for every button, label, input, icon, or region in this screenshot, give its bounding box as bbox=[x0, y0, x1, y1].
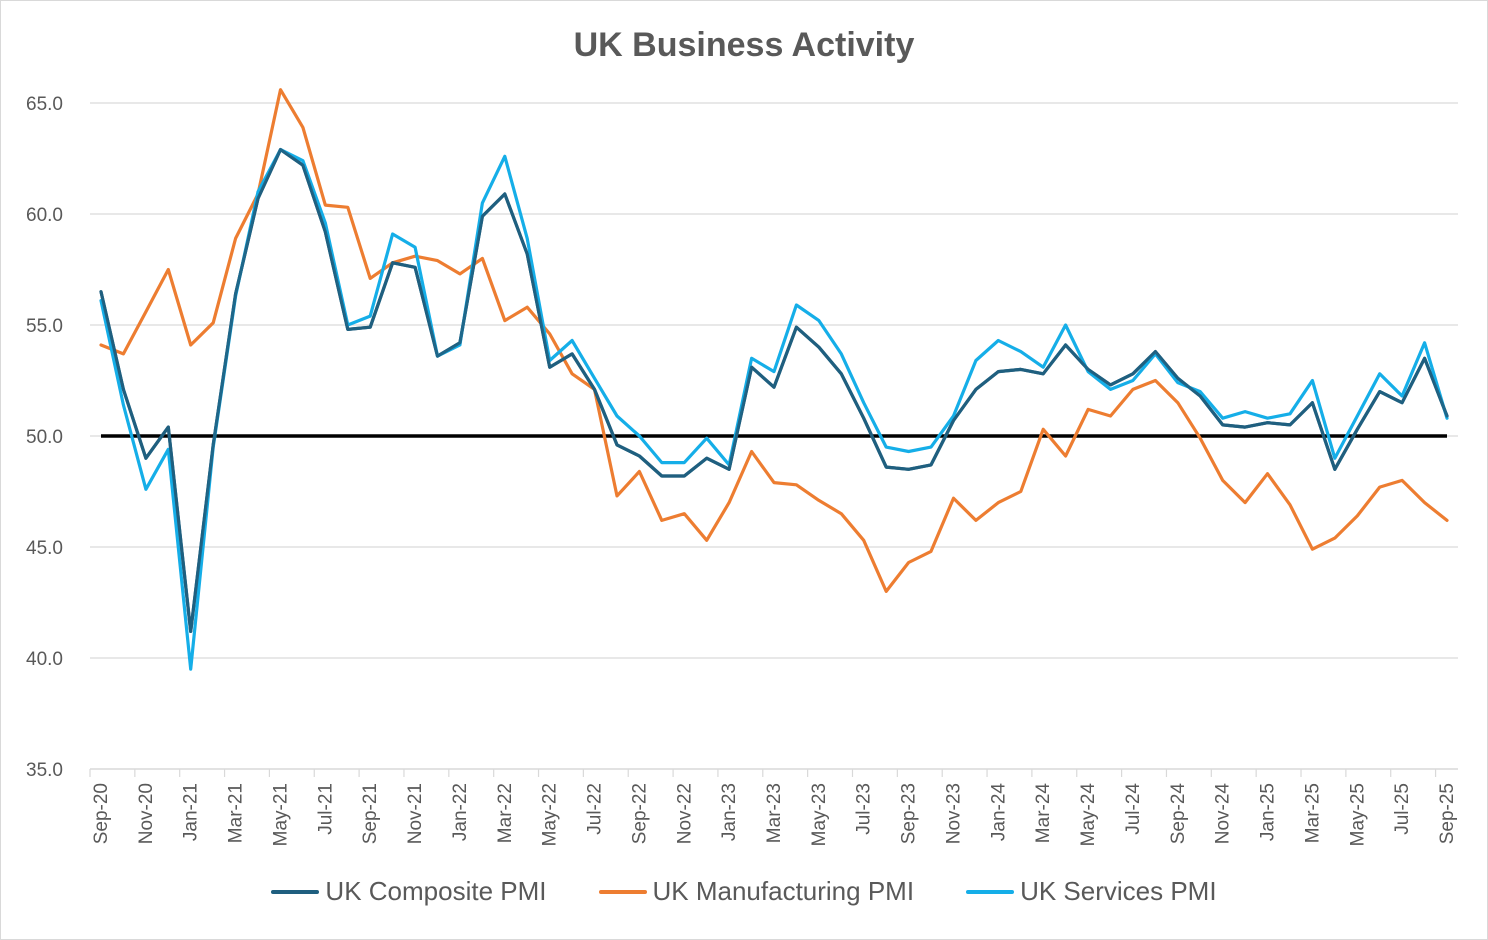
x-tick-label: Jan-22 bbox=[450, 783, 471, 841]
x-tick-label: Nov-23 bbox=[943, 783, 964, 844]
y-tick-label: 50.0 bbox=[26, 427, 63, 448]
legend-item-composite[interactable]: UK Composite PMI bbox=[271, 876, 547, 907]
x-axis bbox=[89, 768, 1458, 777]
series-line-manufacturing bbox=[99, 88, 1449, 594]
x-tick-label: Sep-23 bbox=[899, 783, 920, 844]
x-tick-label: Sep-25 bbox=[1437, 783, 1458, 844]
x-tick-label: Nov-22 bbox=[674, 783, 695, 844]
x-tick-label: May-25 bbox=[1347, 783, 1368, 846]
x-tick-label: Sep-24 bbox=[1168, 783, 1189, 845]
legend-swatch-composite bbox=[271, 889, 320, 894]
x-tick-label: May-21 bbox=[270, 783, 291, 846]
y-tick-label: 55.0 bbox=[26, 316, 63, 337]
legend-label-composite: UK Composite PMI bbox=[325, 876, 547, 906]
x-tick-label: Jan-23 bbox=[719, 783, 740, 841]
series-line-services bbox=[99, 148, 1449, 671]
x-tick-label: Mar-24 bbox=[1033, 783, 1054, 844]
legend-label-services: UK Services PMI bbox=[1020, 876, 1217, 906]
x-tick-label: Nov-24 bbox=[1213, 783, 1234, 845]
x-tick-label: Sep-22 bbox=[629, 783, 650, 844]
x-tick-label: Nov-20 bbox=[136, 783, 157, 844]
legend-swatch-manufacturing bbox=[598, 889, 647, 894]
x-tick-label: Sep-20 bbox=[91, 783, 112, 844]
x-tick-label: May-23 bbox=[809, 783, 830, 846]
legend: UK Composite PMI UK Manufacturing PMI UK… bbox=[0, 876, 1488, 907]
x-tick-label: Jan-25 bbox=[1258, 783, 1279, 841]
y-tick-label: 45.0 bbox=[26, 538, 63, 559]
chart-title: UK Business Activity bbox=[573, 26, 915, 64]
x-tick-label: Sep-21 bbox=[360, 783, 381, 844]
x-tick-label: Jul-24 bbox=[1123, 783, 1144, 835]
y-tick-label: 40.0 bbox=[26, 649, 63, 670]
series-layer bbox=[99, 88, 1449, 671]
x-tick-label: Jul-22 bbox=[585, 783, 606, 835]
x-tick-label: Jul-21 bbox=[315, 783, 336, 835]
y-tick-label: 35.0 bbox=[26, 760, 63, 781]
legend-label-manufacturing: UK Manufacturing PMI bbox=[652, 876, 915, 906]
series-line-composite-overlay bbox=[99, 148, 1449, 634]
x-tick-label: Jul-25 bbox=[1392, 783, 1413, 835]
x-tick-label: Mar-23 bbox=[764, 783, 785, 843]
x-tick-label: Jan-21 bbox=[181, 783, 202, 841]
x-tick-label: Jan-24 bbox=[988, 783, 1009, 842]
x-tick-label: Mar-22 bbox=[495, 783, 516, 843]
y-tick-label: 65.0 bbox=[26, 94, 63, 115]
series-line-composite bbox=[99, 148, 1449, 634]
legend-item-manufacturing[interactable]: UK Manufacturing PMI bbox=[598, 876, 915, 907]
plot-area: 35.0 40.0 45.0 50.0 55.0 60.0 65.0 Sep-20 Nov-2… bbox=[26, 88, 1458, 847]
legend-item-services[interactable]: UK Services PMI bbox=[966, 876, 1217, 907]
x-tick-label: Mar-25 bbox=[1302, 783, 1323, 843]
x-tick-labels: Sep-20 Nov-20 Jan-21 Mar-21 May-21 Jul-21 Sep-… bbox=[91, 783, 1458, 847]
x-tick-label: Mar-21 bbox=[226, 783, 247, 843]
grid-lines bbox=[90, 102, 1458, 659]
legend-swatch-services bbox=[966, 889, 1015, 894]
x-tick-label: May-24 bbox=[1078, 783, 1099, 847]
x-tick-label: Jul-23 bbox=[854, 783, 875, 835]
x-tick-label: May-22 bbox=[540, 783, 561, 846]
y-tick-labels: 35.0 40.0 45.0 50.0 55.0 60.0 65.0 bbox=[26, 94, 63, 781]
y-tick-label: 60.0 bbox=[26, 205, 63, 226]
x-tick-label: Nov-21 bbox=[405, 783, 426, 844]
